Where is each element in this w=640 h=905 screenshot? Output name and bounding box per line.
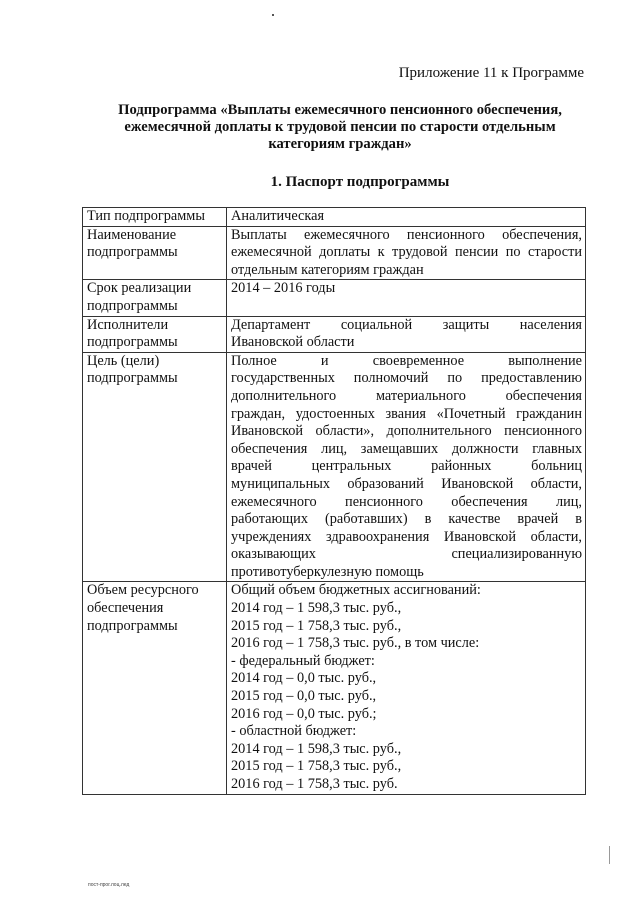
passport-row-type: Тип подпрограммы Аналитическая xyxy=(82,207,586,227)
footer-filename: пост-прог.лоц.лед xyxy=(88,882,130,888)
label-line: Срок реализации xyxy=(87,280,192,297)
label-line: обеспечения xyxy=(87,600,164,617)
value-line: ежемесячного пенсионного обеспечения лиц… xyxy=(231,493,582,510)
label-line: подпрограммы xyxy=(87,370,178,387)
value-line: 2016 год – 0,0 тыс. руб.; xyxy=(231,705,377,722)
value-line: Выплаты ежемесячного пенсионного обеспеч… xyxy=(231,226,582,243)
scan-edge-mark xyxy=(609,846,610,864)
row-label: Исполнители подпрограммы xyxy=(82,315,227,353)
value-line: дополнительного материального обеспечени… xyxy=(231,387,582,404)
value-line: 2014 – 2016 годы xyxy=(231,280,336,297)
value-line: муниципальных образований Ивановской обл… xyxy=(231,475,582,492)
row-value: 2014 – 2016 годы xyxy=(226,279,586,317)
row-label: Цель (цели) подпрограммы xyxy=(82,351,227,583)
passport-table: Тип подпрограммы Аналитическая Наименовани… xyxy=(82,207,586,795)
value-line: врачей центральных районных больниц xyxy=(231,458,582,475)
value-line: Аналитическая xyxy=(231,208,325,224)
value-line: 2015 год – 1 758,3 тыс. руб., xyxy=(231,758,402,775)
value-line: 2014 год – 0,0 тыс. руб., xyxy=(231,670,377,687)
value-line: граждан, удостоенных звания «Почетный гр… xyxy=(231,405,582,422)
value-line: 2014 год – 1 598,3 тыс. руб., xyxy=(231,740,402,757)
value-line: Ивановской области», дополнительного пен… xyxy=(231,423,582,440)
label-line: подпрограммы xyxy=(87,244,178,261)
label-line: подпрограммы xyxy=(87,297,178,314)
value-line: обеспечения лиц, замещавших должности гл… xyxy=(231,440,582,457)
section-heading: 1. Паспорт подпрограммы xyxy=(270,174,450,190)
passport-row-term: Срок реализации подпрограммы 2014 – 2016 г… xyxy=(82,279,586,317)
title-line: Подпрограмма «Выплаты ежемесячного пенси… xyxy=(118,102,562,118)
row-value: Аналитическая xyxy=(226,207,586,227)
passport-row-executors: Исполнители подпрограммы Департамент социа… xyxy=(82,315,586,353)
passport-row-resources: Объем ресурсного обеспечения подпрограммы О… xyxy=(82,581,586,795)
value-line: противотуберкулезную помощь xyxy=(231,563,424,580)
title-line: ежемесячной доплаты к трудовой пенсии по… xyxy=(124,119,556,135)
value-line: отдельным категориям граждан xyxy=(231,261,424,278)
value-line: работающих (работавших) в качестве враче… xyxy=(231,511,582,528)
label-line: Тип подпрограммы xyxy=(87,208,205,224)
row-value: Полное и своевременное выполнение государ… xyxy=(226,351,586,583)
row-value: Общий объем бюджетных ассигнований: 2014 … xyxy=(226,581,586,795)
row-label: Объем ресурсного обеспечения подпрограммы xyxy=(82,581,227,795)
scan-speck xyxy=(272,14,274,16)
value-line: 2016 год – 1 758,3 тыс. руб., в том числ… xyxy=(231,635,480,652)
passport-row-name: Наименование подпрограммы Выплаты ежемесяч… xyxy=(82,225,586,281)
title-line: категориям граждан» xyxy=(268,136,412,152)
label-line: Цель (цели) xyxy=(87,352,160,369)
value-line: 2016 год – 1 758,3 тыс. руб. xyxy=(231,776,398,792)
value-line: - областной бюджет: xyxy=(231,723,357,740)
value-line: Департамент социальной защиты населения xyxy=(231,316,582,333)
document-title: Подпрограмма «Выплаты ежемесячного пенси… xyxy=(90,102,590,153)
row-label: Тип подпрограммы xyxy=(82,207,227,227)
row-label: Срок реализации подпрограммы xyxy=(82,279,227,317)
appendix-label: Приложение 11 к Программе xyxy=(398,65,584,81)
row-value: Выплаты ежемесячного пенсионного обеспеч… xyxy=(226,225,586,281)
value-line: 2015 год – 1 758,3 тыс. руб., xyxy=(231,617,402,634)
value-line: оказывающих специализированную xyxy=(231,546,582,563)
value-line: 2014 год – 1 598,3 тыс. руб., xyxy=(231,600,402,617)
value-line: ежемесячной доплаты к трудовой пенсии по… xyxy=(231,244,582,261)
value-line: Полное и своевременное выполнение xyxy=(231,352,582,369)
label-line: Объем ресурсного xyxy=(87,582,199,599)
label-line: подпрограммы xyxy=(87,617,178,634)
value-line: государственных полномочий по предоставл… xyxy=(231,370,582,387)
value-line: учреждениях здравоохранения Ивановской о… xyxy=(231,528,582,545)
passport-row-goal: Цель (цели) подпрограммы Полное и своеврем… xyxy=(82,351,586,583)
value-line: 2015 год – 0,0 тыс. руб., xyxy=(231,688,377,705)
value-line: Ивановской области xyxy=(231,334,355,351)
label-line: Исполнители xyxy=(87,316,169,333)
row-label: Наименование подпрограммы xyxy=(82,225,227,281)
label-line: подпрограммы xyxy=(87,334,178,351)
row-value: Департамент социальной защиты населения И… xyxy=(226,315,586,353)
value-line: Общий объем бюджетных ассигнований: xyxy=(231,582,481,599)
value-line: - федеральный бюджет: xyxy=(231,652,375,669)
label-line: Наименование xyxy=(87,226,177,243)
